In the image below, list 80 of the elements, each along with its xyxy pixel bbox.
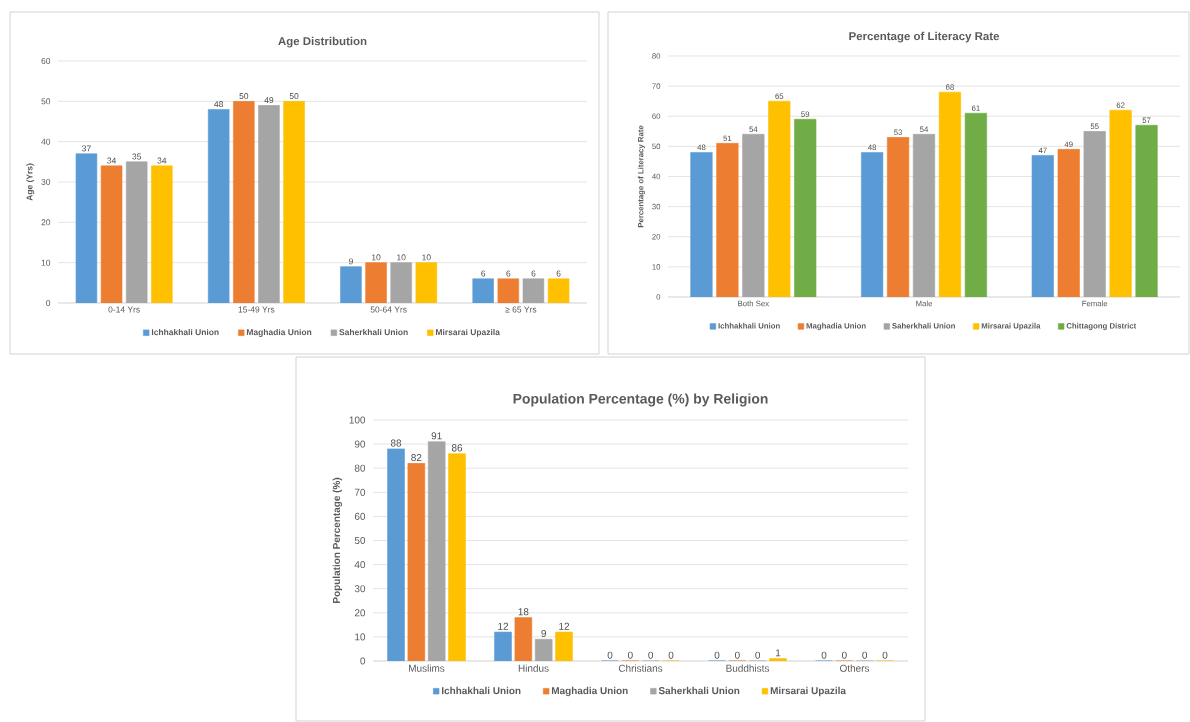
data-label: 6 bbox=[556, 270, 561, 277]
y-tick-label: 10 bbox=[41, 259, 51, 266]
y-tick-label: 10 bbox=[355, 633, 366, 641]
data-label: 6 bbox=[531, 270, 536, 277]
y-tick-label: 40 bbox=[41, 138, 51, 145]
y-tick-label: 100 bbox=[349, 416, 366, 424]
y-tick-label: 30 bbox=[354, 585, 366, 593]
data-label: 49 bbox=[264, 97, 274, 104]
data-label: 50 bbox=[289, 93, 299, 100]
x-tick-label: Muslims bbox=[409, 664, 445, 672]
data-label: 91 bbox=[431, 432, 442, 440]
x-tick-label: ≥ 65 Yrs bbox=[505, 306, 537, 313]
y-tick-label: 70 bbox=[354, 488, 366, 496]
bar bbox=[555, 631, 573, 661]
x-tick-label: Christians bbox=[618, 664, 663, 672]
data-label: 0 bbox=[734, 651, 740, 659]
legend-label: Ichhakhali Union bbox=[151, 328, 219, 336]
legend-label: Ichhakhali Union bbox=[441, 686, 521, 695]
y-tick-label: 50 bbox=[41, 98, 51, 105]
data-label: 6 bbox=[506, 270, 511, 277]
data-label: 0 bbox=[714, 651, 720, 659]
y-tick-label: 80 bbox=[354, 464, 366, 472]
x-tick-label: 15-49 Yrs bbox=[238, 306, 275, 313]
y-tick-label: 20 bbox=[41, 219, 51, 226]
data-label: 18 bbox=[518, 608, 529, 616]
data-label: 0 bbox=[862, 651, 868, 659]
chart-title: Population Percentage (%) by Religion bbox=[513, 393, 768, 407]
y-tick-label: 60 bbox=[354, 512, 366, 520]
y-tick-label: 30 bbox=[41, 178, 51, 185]
y-tick-label: 90 bbox=[354, 440, 366, 448]
data-label: 12 bbox=[559, 622, 570, 630]
y-tick-label: 40 bbox=[354, 561, 366, 569]
data-label: 34 bbox=[107, 157, 117, 164]
legend-label: Mirsarai Upazila bbox=[770, 686, 847, 697]
data-label: 34 bbox=[157, 157, 167, 164]
data-label: 1 bbox=[776, 649, 781, 657]
x-tick-label: 50-64 Yrs bbox=[370, 306, 407, 313]
data-label: 48 bbox=[214, 101, 224, 108]
data-label: 10 bbox=[397, 254, 406, 261]
y-tick-label: 60 bbox=[41, 58, 51, 64]
bar bbox=[448, 453, 466, 661]
chart-title: Percentage of Literacy Rate bbox=[849, 31, 1000, 43]
data-label: 86 bbox=[451, 444, 463, 452]
data-label: 0 bbox=[607, 651, 613, 659]
data-label: 9 bbox=[348, 258, 353, 265]
y-tick-label: 0 bbox=[360, 657, 366, 665]
y-tick-label: 20 bbox=[354, 609, 366, 617]
data-label: 0 bbox=[882, 651, 888, 659]
x-tick-label: Hindus bbox=[518, 664, 549, 672]
data-label: 10 bbox=[422, 254, 431, 261]
data-label: 0 bbox=[755, 651, 761, 659]
data-label: 0 bbox=[821, 651, 827, 659]
data-label: 35 bbox=[132, 153, 142, 160]
legend-label: Maghadia Union bbox=[551, 686, 628, 697]
bar bbox=[769, 658, 787, 661]
x-tick-label: 0-14 Yrs bbox=[108, 306, 140, 313]
data-label: 0 bbox=[627, 651, 633, 659]
data-label: 88 bbox=[390, 439, 402, 447]
chart-title: Age Distribution bbox=[278, 36, 367, 48]
y-tick-label: 50 bbox=[354, 536, 366, 545]
legend-label: Saherkhali Union bbox=[339, 328, 408, 336]
data-label: 12 bbox=[498, 622, 509, 630]
x-tick-label: Others bbox=[840, 664, 870, 672]
data-label: 0 bbox=[668, 651, 674, 659]
y-axis-title: Population Percentage (%) bbox=[332, 477, 343, 603]
data-label: 6 bbox=[481, 270, 486, 277]
data-label: 10 bbox=[372, 254, 381, 261]
y-axis-title: Age (Yrs) bbox=[26, 163, 35, 201]
data-label: 82 bbox=[411, 454, 422, 462]
legend-label: Mirsarai Upazila bbox=[436, 328, 500, 337]
legend-label: Maghadia Union bbox=[246, 328, 312, 337]
y-tick-label: 0 bbox=[46, 299, 51, 306]
legend-label: Saherkhali Union bbox=[658, 686, 740, 695]
bar bbox=[494, 631, 512, 661]
data-label: 50 bbox=[239, 93, 249, 100]
x-tick-label: Buddhists bbox=[726, 664, 770, 672]
data-label: 9 bbox=[541, 629, 546, 637]
data-label: 37 bbox=[82, 145, 91, 152]
bar bbox=[387, 448, 405, 661]
data-label: 0 bbox=[841, 651, 847, 659]
